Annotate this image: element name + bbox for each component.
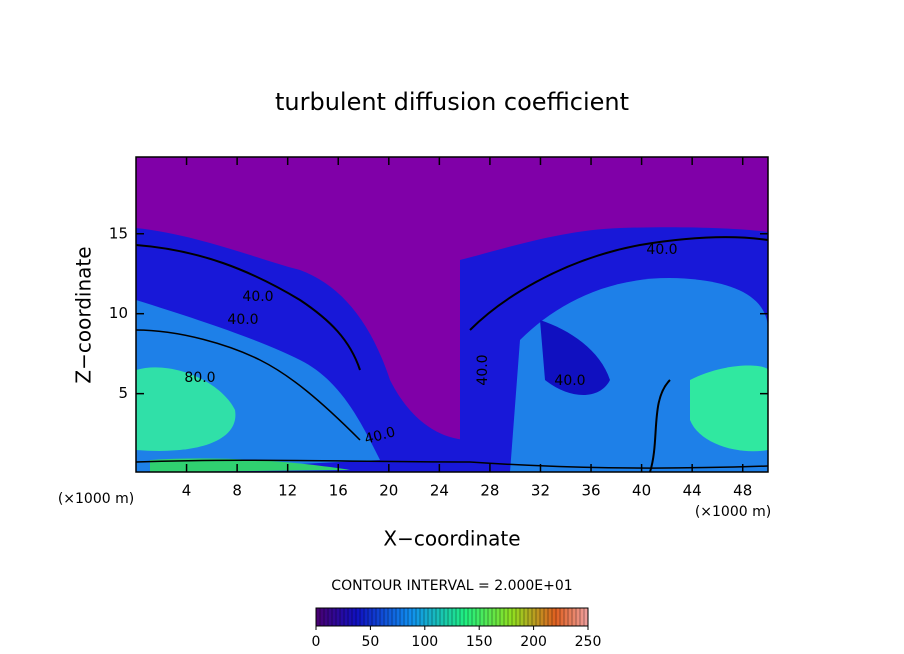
y-tick-label: 15 (109, 224, 128, 242)
colorbar-tick-label: 50 (361, 634, 379, 650)
y-tick-label: 5 (118, 384, 128, 402)
contour-label: 40.0 (363, 424, 397, 448)
contour-label: 40.0 (554, 373, 585, 389)
contour-label: 40.0 (242, 289, 273, 305)
plot-frame (135, 156, 769, 473)
x-tick-label: 40 (632, 482, 651, 500)
colorbar-tick-label: 100 (411, 634, 438, 650)
contour-line (136, 459, 768, 469)
colorbar-tick-label: 250 (575, 634, 602, 650)
x-tick-label: 28 (480, 482, 499, 500)
field-region (690, 365, 768, 452)
field (136, 157, 768, 472)
contour-line (136, 244, 361, 371)
y-unit-label: (×1000 m) (58, 491, 134, 507)
x-tick-label: 8 (232, 482, 242, 500)
field-region (540, 320, 610, 395)
x-tick-label: 4 (182, 482, 192, 500)
contour-line (649, 379, 671, 472)
x-tick-label: 32 (531, 482, 550, 500)
contour-line (136, 329, 361, 441)
y-tick-label: 10 (109, 304, 128, 322)
contour-label: 80.0 (184, 370, 215, 386)
x-unit-label: (×1000 m) (695, 504, 771, 520)
y-axis-label: Z−coordinate (72, 246, 96, 383)
x-tick-label: 48 (733, 482, 752, 500)
contour-label: 40.0 (475, 354, 491, 385)
colorbar-tick-label: 200 (520, 634, 547, 650)
x-tick-label: 12 (278, 482, 297, 500)
contour-line (469, 236, 768, 331)
chart-title: turbulent diffusion coefficient (275, 88, 629, 116)
contour-label: 40.0 (646, 242, 677, 258)
x-axis-label: X−coordinate (383, 527, 520, 551)
x-tick-label: 36 (581, 482, 600, 500)
contour-label: 40.0 (227, 312, 258, 328)
x-tick-label: 44 (683, 482, 702, 500)
field-region (150, 458, 350, 472)
x-tick-label: 16 (329, 482, 348, 500)
colorbar-tick-label: 150 (466, 634, 493, 650)
colorbar (315, 607, 589, 627)
colorbar-tick-label: 0 (312, 634, 321, 650)
x-tick-label: 20 (379, 482, 398, 500)
contour-interval: CONTOUR INTERVAL = 2.000E+01 (331, 578, 572, 594)
field-region (136, 367, 236, 451)
x-tick-label: 24 (430, 482, 449, 500)
